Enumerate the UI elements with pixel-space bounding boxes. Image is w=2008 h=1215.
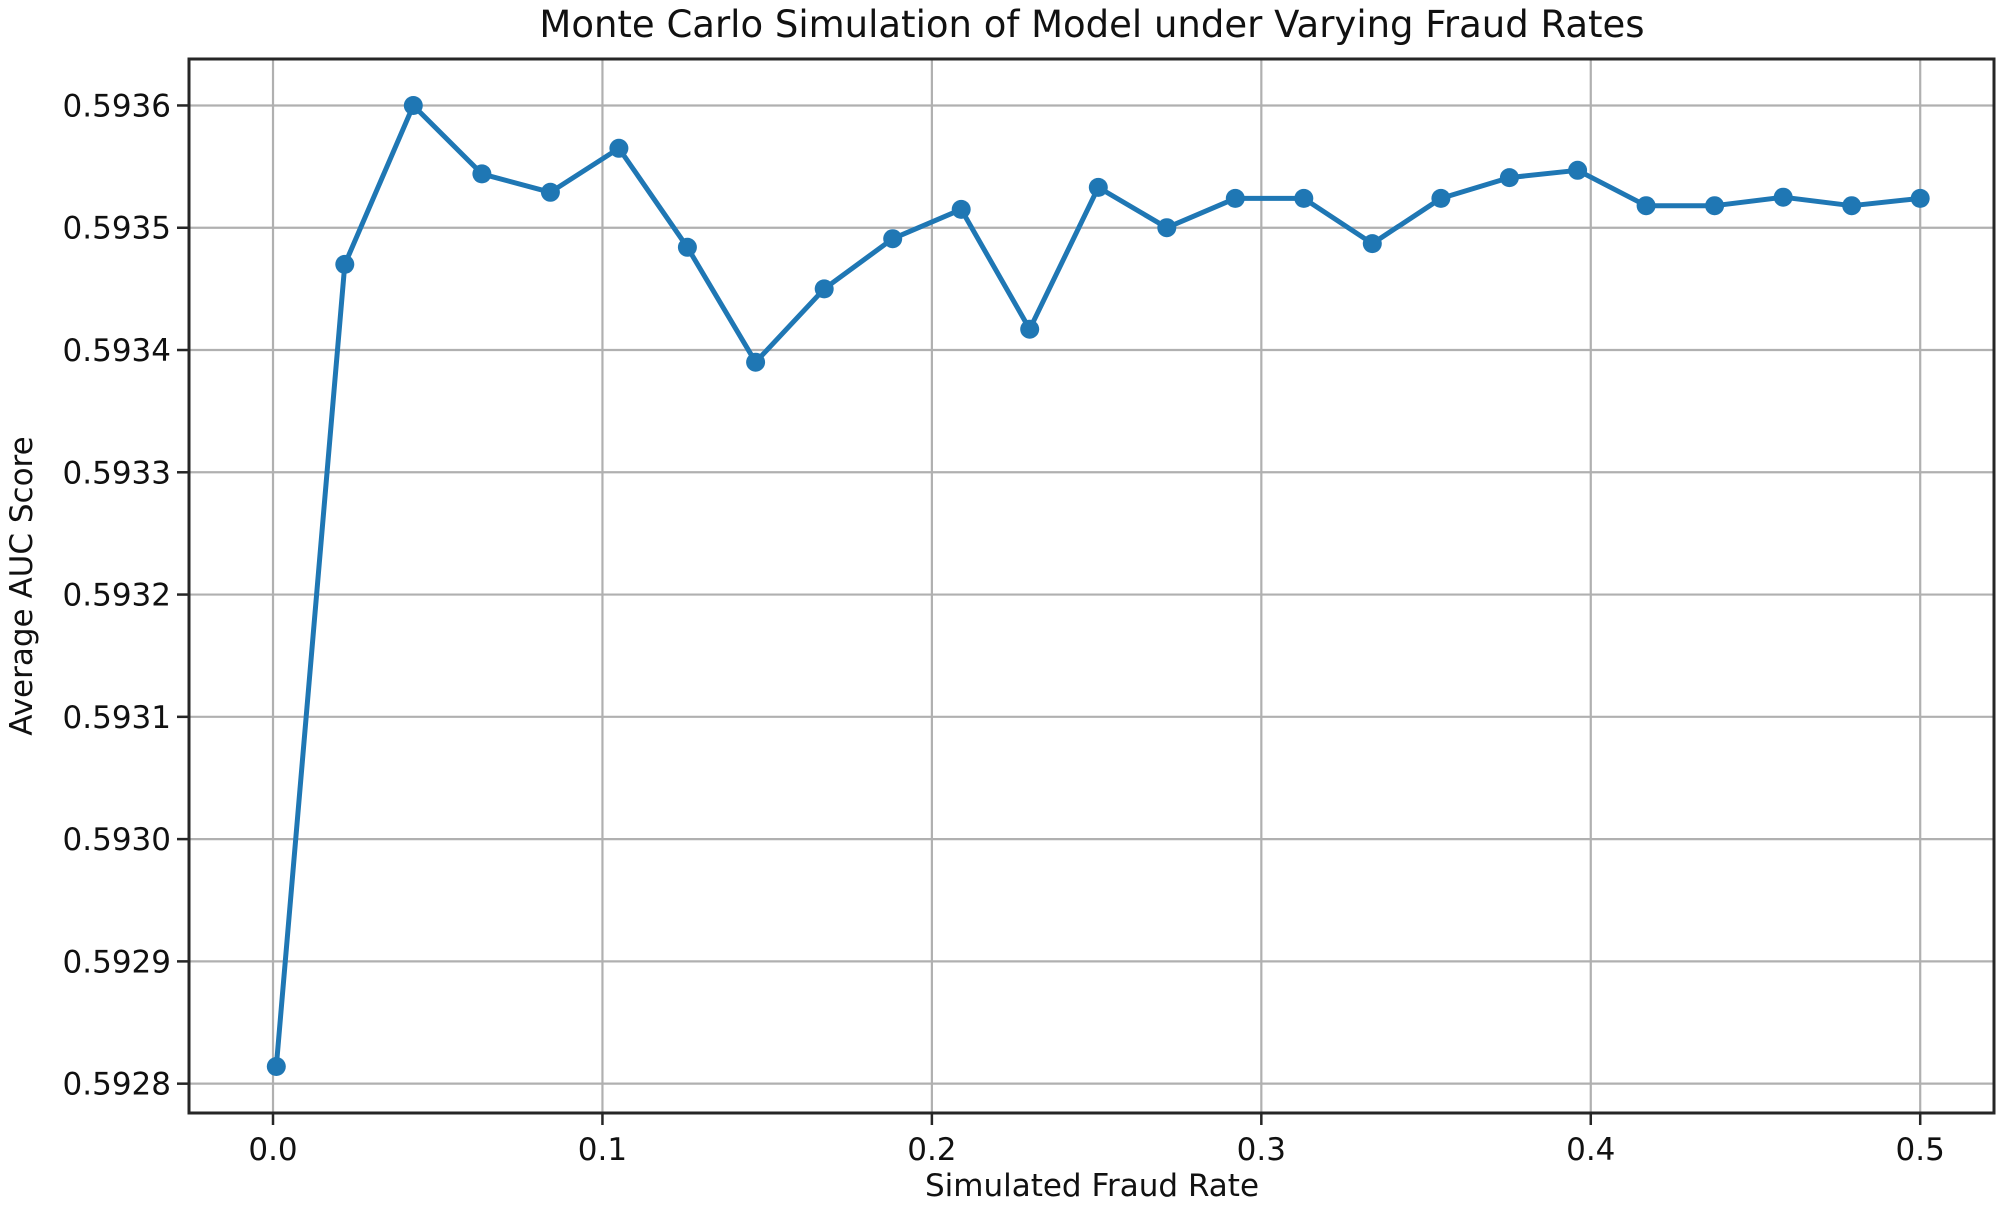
plot-frame: [187, 57, 1996, 1115]
y-axis-label: Average AUC Score: [4, 436, 40, 736]
y-tick-label: 0.5930: [63, 822, 171, 858]
y-tick-label: 0.5935: [63, 211, 171, 247]
x-tick-label: 0.5: [1896, 1132, 1945, 1168]
data-point: [1431, 188, 1451, 208]
data-point: [1568, 160, 1588, 180]
data-point: [1088, 177, 1108, 197]
x-tick-label: 0.0: [248, 1132, 297, 1168]
data-point: [814, 279, 834, 299]
data-line: [273, 103, 1923, 1069]
data-point: [472, 164, 492, 184]
data-point: [1910, 188, 1930, 208]
y-tick-label: 0.5928: [63, 1067, 171, 1103]
data-point: [746, 352, 766, 372]
data-point: [1225, 188, 1245, 208]
x-tick-label: 0.1: [578, 1132, 627, 1168]
x-tick-label: 0.4: [1566, 1132, 1615, 1168]
y-tick-label: 0.5929: [63, 944, 171, 980]
data-point: [1705, 196, 1725, 216]
y-tick-label: 0.5936: [63, 88, 171, 124]
x-tick-label: 0.3: [1237, 1132, 1286, 1168]
data-point: [677, 237, 697, 257]
data-point: [609, 138, 629, 158]
y-tick-label: 0.5932: [63, 578, 171, 614]
data-point: [335, 254, 355, 274]
y-tick-label: 0.5931: [63, 700, 171, 736]
data-point: [1157, 218, 1177, 238]
chart-title: Monte Carlo Simulation of Model under Va…: [539, 3, 1645, 46]
data-point: [1499, 168, 1519, 188]
data-point: [951, 199, 971, 219]
data-point: [403, 96, 423, 115]
data-point: [1020, 319, 1040, 339]
y-tick-label: 0.5933: [63, 455, 171, 491]
data-point: [1294, 188, 1314, 208]
x-axis-label: Simulated Fraud Rate: [924, 1168, 1260, 1204]
data-point: [1636, 196, 1656, 216]
y-tick-label: 0.5934: [63, 333, 171, 369]
data-point: [1773, 187, 1793, 207]
data-point: [1362, 234, 1382, 254]
data-point: [540, 182, 560, 202]
data-point: [1842, 196, 1862, 216]
x-tick-label: 0.2: [907, 1132, 956, 1168]
data-point: [883, 229, 903, 249]
data-point: [266, 1057, 286, 1076]
